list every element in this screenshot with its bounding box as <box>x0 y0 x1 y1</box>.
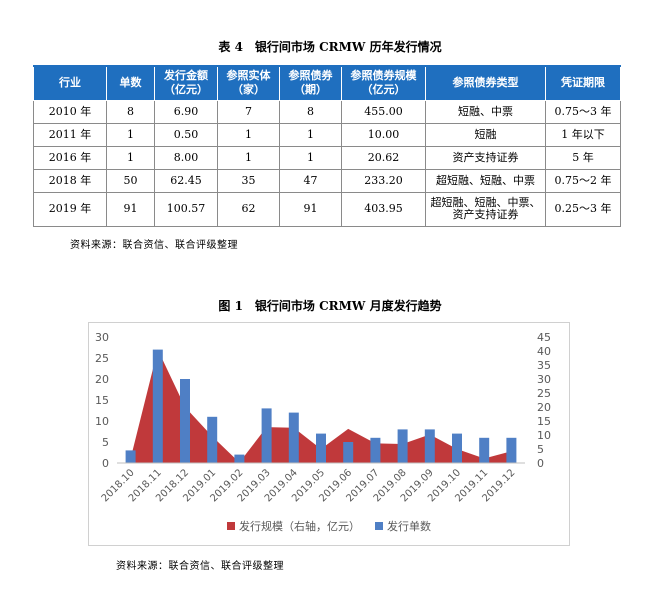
bar-issuance-count <box>506 437 517 463</box>
table-row: 2010 年 8 6.90 7 8 455.00 短融、中票 0.75～3 年 <box>33 99 621 124</box>
table-cell: 20.62 <box>341 145 426 170</box>
bar-issuance-count <box>370 437 381 463</box>
table-cell: 455.00 <box>341 99 426 124</box>
table-cell: 0.50 <box>154 122 218 147</box>
table-row: 2016 年 1 8.00 1 1 20.62 资产支持证券 5 年 <box>33 145 621 170</box>
left-axis-tick-label: 10 <box>95 415 109 428</box>
header-cell: 行业 <box>33 65 107 101</box>
table-cell: 短融、中票 <box>425 99 546 124</box>
table-cell: 1 年以下 <box>545 122 621 147</box>
chart-frame: 0 5 10 15 20 25 30 0 5 10 15 20 25 30 35 40 45 2018.10 201… <box>88 322 570 546</box>
right-axis-tick-label: 25 <box>537 387 551 400</box>
table-cell: 91 <box>106 191 155 227</box>
right-axis-tick-label: 45 <box>537 331 551 344</box>
header-cell: 发行金额（亿元） <box>154 65 218 101</box>
table-cell: 8.00 <box>154 145 218 170</box>
table-cell: 5 年 <box>545 145 621 170</box>
header-cell: 参照债券类型 <box>425 65 546 101</box>
bar-issuance-count <box>234 454 245 463</box>
bar-issuance-count <box>152 349 163 463</box>
bar-issuance-count <box>479 437 490 463</box>
bar-issuance-count <box>424 429 435 463</box>
table-cell: 0.75～2 年 <box>545 168 621 193</box>
table-cell: 短融 <box>425 122 546 147</box>
table-cell: 35 <box>217 168 280 193</box>
legend-label-issuance-scale: 发行规模（右轴，亿元） <box>239 519 360 533</box>
table-cell: 6.90 <box>154 99 218 124</box>
left-axis-tick-label: 20 <box>95 373 109 386</box>
left-axis-tick-label: 15 <box>95 394 109 407</box>
table-cell: 0.25～3 年 <box>545 191 621 227</box>
table-row: 2019 年 91 100.57 62 91 403.95 超短融、短融、中票、… <box>33 191 621 227</box>
table-cell: 10.00 <box>341 122 426 147</box>
table-title: 表 4 银行间市场 CRMW 历年发行情况 <box>218 40 442 54</box>
figure-source-note: 资料来源：联合资信、联合评级整理 <box>116 561 284 572</box>
left-axis-tick-label: 0 <box>102 457 109 470</box>
table-cell: 62.45 <box>154 168 218 193</box>
bar-issuance-count <box>207 416 218 463</box>
table-cell: 91 <box>279 191 342 227</box>
bar-issuance-count <box>397 429 408 463</box>
table-cell: 超短融、短融、中票、资产支持证券 <box>425 191 546 227</box>
legend-label-issuance-count: 发行单数 <box>387 519 431 533</box>
monthly-trend-chart: 0510152025300510152025303540452018.10201… <box>95 331 551 533</box>
right-axis-tick-label: 35 <box>537 359 551 372</box>
table-cell: 233.20 <box>341 168 426 193</box>
table-cell: 50 <box>106 168 155 193</box>
bar-issuance-count <box>288 412 299 463</box>
table-cell: 1 <box>217 145 280 170</box>
table-row: 2018 年 50 62.45 35 47 233.20 超短融、短融、中票 0… <box>33 168 621 193</box>
table-cell: 2019 年 <box>33 191 107 227</box>
right-axis-tick-label: 15 <box>537 415 551 428</box>
table-cell: 2016 年 <box>33 145 107 170</box>
header-cell: 单数 <box>106 65 155 101</box>
header-cell: 参照债券（期） <box>279 65 342 101</box>
table-cell: 1 <box>106 122 155 147</box>
table-cell: 7 <box>217 99 280 124</box>
crmw-issuance-table: 行业 单数 发行金额（亿元） 参照实体（家） 参照债券（期） 参照债券规模（亿元… <box>33 65 621 227</box>
bar-issuance-count <box>180 379 190 463</box>
table-cell: 1 <box>279 145 342 170</box>
bar-issuance-count <box>125 450 136 463</box>
area-series-issuance-scale <box>130 349 512 463</box>
right-axis-tick-label: 0 <box>537 457 544 470</box>
table-cell: 1 <box>279 122 342 147</box>
table-cell: 62 <box>217 191 280 227</box>
table-cell: 403.95 <box>341 191 426 227</box>
bar-issuance-count <box>343 442 354 463</box>
table-cell: 100.57 <box>154 191 218 227</box>
table-cell: 8 <box>106 99 155 124</box>
table-source-note: 资料来源：联合资信、联合评级整理 <box>70 240 238 251</box>
figure-title: 图 1 银行间市场 CRMW 月度发行趋势 <box>218 299 442 313</box>
left-axis-tick-label: 30 <box>95 331 109 344</box>
bar-issuance-count <box>452 433 462 463</box>
table-cell: 0.75～3 年 <box>545 99 621 124</box>
bar-issuance-count <box>316 433 326 463</box>
table-cell: 47 <box>279 168 342 193</box>
right-axis-tick-label: 20 <box>537 401 551 414</box>
legend-swatch-issuance-scale <box>227 522 235 530</box>
left-axis-tick-label: 5 <box>102 436 109 449</box>
right-axis-tick-label: 30 <box>537 373 551 386</box>
right-axis-tick-label: 10 <box>537 429 551 442</box>
right-axis-tick-label: 5 <box>537 443 544 456</box>
table-cell: 8 <box>279 99 342 124</box>
table-row: 2011 年 1 0.50 1 1 10.00 短融 1 年以下 <box>33 122 621 147</box>
right-axis-tick-label: 40 <box>537 345 551 358</box>
legend-swatch-issuance-count <box>375 522 383 530</box>
header-cell: 参照债券规模（亿元） <box>341 65 426 101</box>
header-cell: 参照实体（家） <box>217 65 280 101</box>
table-cell: 2010 年 <box>33 99 107 124</box>
table-cell: 2018 年 <box>33 168 107 193</box>
table-cell: 资产支持证券 <box>425 145 546 170</box>
bar-issuance-count <box>261 408 272 463</box>
table-cell: 超短融、短融、中票 <box>425 168 546 193</box>
left-axis-tick-label: 25 <box>95 352 109 365</box>
table-cell: 1 <box>106 145 155 170</box>
table-cell: 2011 年 <box>33 122 107 147</box>
header-cell: 凭证期限 <box>545 65 621 101</box>
table-header-row: 行业 单数 发行金额（亿元） 参照实体（家） 参照债券（期） 参照债券规模（亿元… <box>33 65 621 101</box>
table-cell: 1 <box>217 122 280 147</box>
